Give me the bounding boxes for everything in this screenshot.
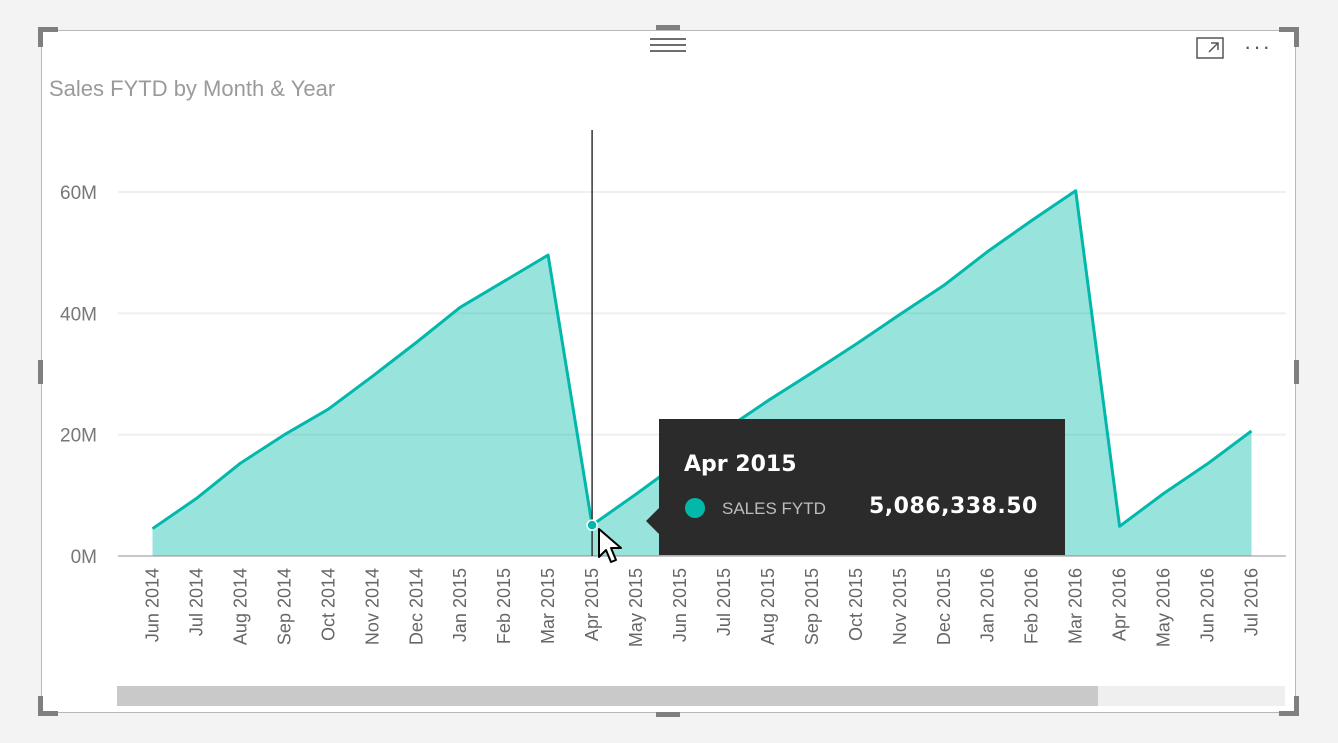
x-axis: Jun 2014 Jul 2014 Aug 2014 Sep 2014 Oct 2014… [143,568,1262,647]
x-tick-label: Feb 2015 [494,568,514,644]
visual-title: Sales FYTD by Month & Year [49,76,336,101]
resize-handle-right[interactable] [1294,360,1299,384]
x-tick-label: Jan 2015 [450,568,470,642]
focus-mode-icon[interactable] [1196,37,1224,59]
x-tick-label: Jun 2015 [670,568,690,642]
x-tick-label: Oct 2014 [318,568,338,641]
x-tick-label: Feb 2016 [1022,568,1042,644]
x-tick-label: Jan 2016 [978,568,998,642]
x-tick-label: Sep 2015 [802,568,822,645]
y-tick-label: 60M [60,183,97,204]
y-tick-label: 40M [60,304,97,325]
resize-handle-top[interactable] [656,25,680,30]
x-tick-label: May 2015 [626,568,646,647]
x-tick-label: Jul 2015 [714,568,734,636]
y-tick-label: 20M [60,426,97,447]
x-tick-label: Jun 2014 [143,568,163,642]
x-tick-label: Jul 2016 [1242,568,1262,636]
horizontal-scrollbar-thumb[interactable] [117,686,1098,706]
x-tick-label: Dec 2015 [934,568,954,645]
x-tick-label: Oct 2015 [846,568,866,641]
mouse-pointer-icon [597,527,625,572]
x-tick-label: Aug 2014 [230,568,250,645]
tooltip-title: Apr 2015 [684,452,797,477]
x-tick-label: Mar 2016 [1066,568,1086,644]
resize-handle-bottom-right[interactable] [1279,711,1299,716]
tooltip-arrow [646,507,660,535]
resize-handle-top-right-v[interactable] [1294,27,1299,47]
resize-handle-left[interactable] [38,360,43,384]
x-tick-label: Dec 2014 [406,568,426,645]
x-tick-label: Jul 2014 [187,568,207,636]
resize-handle-top-right[interactable] [1279,27,1299,32]
x-tick-label: Jun 2016 [1198,568,1218,642]
tooltip: Apr 2015 SALES FYTD 5,086,338.50 [659,419,1065,555]
x-tick-label: Aug 2015 [758,568,778,645]
resize-handle-bottom-left[interactable] [38,711,58,716]
x-tick-label: Sep 2014 [274,568,294,645]
drag-grip-icon[interactable] [650,38,686,54]
tooltip-value: 5,086,338.50 [869,494,1038,519]
hover-layer [586,130,598,556]
x-tick-label: May 2016 [1154,568,1174,647]
visual-container[interactable] [41,30,1296,713]
x-tick-label: Apr 2016 [1110,568,1130,641]
y-axis: 0M 20M 40M 60M [60,183,97,568]
more-options-icon[interactable]: ··· [1244,34,1272,59]
x-tick-label: Apr 2015 [582,568,602,641]
tooltip-series-dot-icon [685,498,705,518]
x-tick-label: Nov 2015 [890,568,910,645]
hover-point [586,519,598,531]
resize-handle-top-left[interactable] [38,27,58,32]
resize-handle-top-left-v[interactable] [38,27,43,47]
x-tick-label: Mar 2015 [538,568,558,644]
tooltip-series-label: SALES FYTD [722,499,826,518]
y-tick-label: 0M [71,547,97,568]
x-tick-label: Nov 2014 [362,568,382,645]
resize-handle-bottom-left-v[interactable] [38,696,43,716]
resize-handle-bottom-right-v[interactable] [1294,696,1299,716]
resize-handle-bottom[interactable] [656,712,680,717]
